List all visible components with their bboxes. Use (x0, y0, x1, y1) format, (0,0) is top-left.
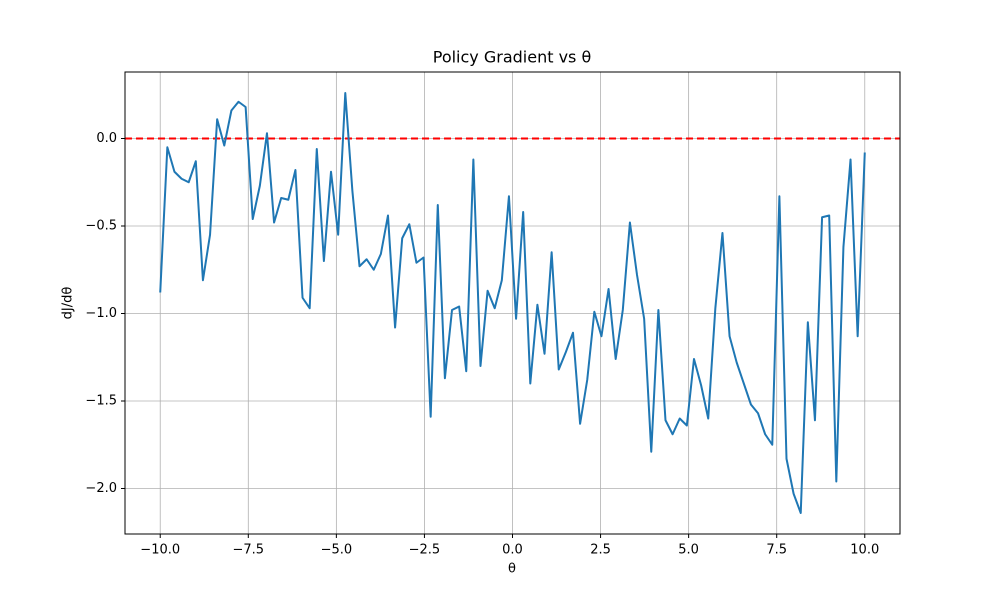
x-tick-label: 5.0 (678, 543, 699, 558)
x-tick-label: −5.0 (321, 543, 353, 558)
x-tick-label: −7.5 (233, 543, 265, 558)
x-tick-label: 0.0 (502, 543, 523, 558)
y-tick-label: −0.5 (85, 219, 117, 234)
x-tick-label: −10.0 (140, 543, 180, 558)
y-tick-label: 0.0 (96, 131, 117, 146)
x-tick-label: 10.0 (850, 543, 879, 558)
y-tick-label: −2.0 (85, 481, 117, 496)
data-line (159, 92, 866, 514)
chart-title: Policy Gradient vs θ (433, 48, 592, 67)
y-tick-label: −1.0 (85, 306, 117, 321)
y-axis-label: dJ/dθ (61, 287, 76, 320)
y-tick-label: −1.5 (85, 394, 117, 409)
x-tick-label: 7.5 (766, 543, 787, 558)
x-tick-label: 2.5 (590, 543, 611, 558)
x-tick-label: −2.5 (409, 543, 441, 558)
plot-frame (124, 71, 901, 535)
x-axis-label: θ (508, 562, 516, 577)
